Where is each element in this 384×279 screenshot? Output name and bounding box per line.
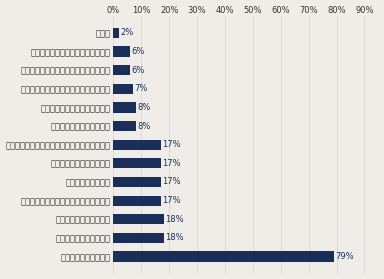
Text: 18%: 18% [165, 215, 184, 224]
Bar [113, 102, 136, 112]
Text: 79%: 79% [335, 252, 354, 261]
Text: 6%: 6% [131, 66, 145, 74]
Bar [113, 196, 161, 206]
Bar [113, 140, 161, 150]
Text: 17%: 17% [162, 140, 181, 149]
Text: 17%: 17% [162, 177, 181, 186]
Text: 8%: 8% [137, 103, 151, 112]
Bar [113, 46, 130, 57]
Bar [113, 84, 133, 94]
Text: 17%: 17% [162, 159, 181, 168]
Bar [113, 214, 164, 224]
Bar [113, 28, 119, 38]
Bar [113, 65, 130, 75]
Text: 7%: 7% [134, 84, 147, 93]
Text: 2%: 2% [120, 28, 134, 37]
Bar [113, 121, 136, 131]
Text: 18%: 18% [165, 234, 184, 242]
Text: 8%: 8% [137, 122, 151, 131]
Bar [113, 158, 161, 169]
Text: 17%: 17% [162, 196, 181, 205]
Bar [113, 177, 161, 187]
Bar [113, 251, 334, 262]
Bar [113, 233, 164, 243]
Text: 6%: 6% [131, 47, 145, 56]
